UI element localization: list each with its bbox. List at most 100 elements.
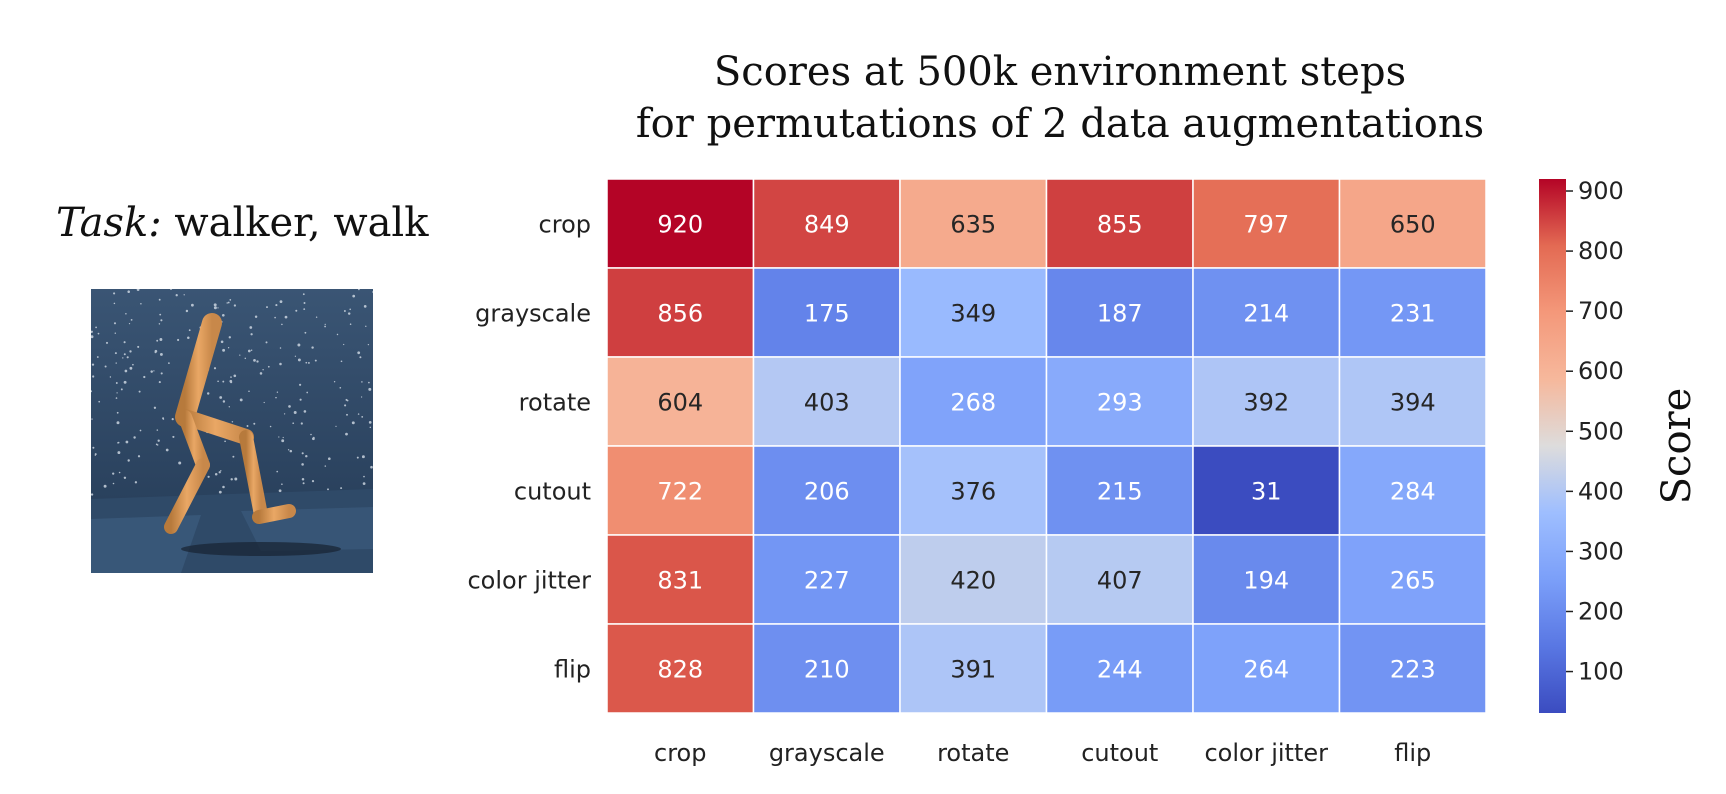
star-dot bbox=[104, 365, 107, 368]
star-dot bbox=[367, 343, 370, 346]
cell-value-label: 849 bbox=[804, 211, 850, 239]
star-dot bbox=[299, 383, 302, 386]
heatmap-cell bbox=[1192, 534, 1341, 625]
chart-title: Scores at 500k environment steps for per… bbox=[560, 46, 1560, 150]
star-dot bbox=[91, 418, 93, 420]
star-dot bbox=[253, 422, 256, 425]
star-dot bbox=[123, 353, 126, 356]
star-dot bbox=[222, 348, 226, 352]
colorbar-tick-label: 900 bbox=[1578, 177, 1624, 205]
star-dot bbox=[157, 439, 160, 442]
cell-value-label: 264 bbox=[1243, 656, 1289, 684]
row-tick-label: grayscale bbox=[475, 300, 591, 328]
star-dot bbox=[282, 436, 284, 439]
star-dot bbox=[125, 312, 127, 315]
star-dot bbox=[274, 316, 276, 319]
cell-value-label: 920 bbox=[657, 211, 703, 239]
star-dot bbox=[281, 483, 283, 485]
heatmap-cell bbox=[899, 623, 1048, 714]
heatmap-cell bbox=[606, 178, 755, 269]
star-dot bbox=[187, 336, 190, 339]
row-tick-label: flip bbox=[554, 656, 591, 684]
star-dot bbox=[168, 362, 170, 364]
star-dot bbox=[158, 323, 161, 325]
star-dot bbox=[254, 315, 258, 318]
star-dot bbox=[91, 330, 93, 333]
star-dot bbox=[220, 340, 224, 344]
star-dot bbox=[91, 493, 94, 496]
star-dot bbox=[347, 312, 351, 315]
star-dot bbox=[91, 335, 94, 339]
cell-value-label: 194 bbox=[1243, 567, 1289, 595]
star-dot bbox=[356, 456, 359, 459]
star-dot bbox=[301, 452, 304, 455]
star-dot bbox=[116, 421, 120, 425]
star-dot bbox=[288, 405, 291, 408]
star-dot bbox=[175, 294, 178, 297]
star-dot bbox=[336, 333, 339, 336]
star-dot bbox=[134, 481, 138, 484]
cell-value-label: 265 bbox=[1390, 567, 1436, 595]
cell-value-label: 391 bbox=[950, 656, 996, 684]
star-dot bbox=[327, 457, 331, 461]
star-dot bbox=[112, 472, 115, 475]
colorbar-tick-label: 800 bbox=[1578, 237, 1624, 265]
star-dot bbox=[112, 482, 115, 485]
star-dot bbox=[302, 482, 305, 485]
star-dot bbox=[303, 410, 307, 413]
star-dot bbox=[221, 313, 225, 317]
star-dot bbox=[228, 336, 231, 339]
heatmap-cell bbox=[899, 534, 1048, 625]
star-dot bbox=[116, 392, 118, 394]
cell-value-label: 206 bbox=[804, 478, 850, 506]
task-value: walker, walk bbox=[161, 200, 429, 246]
star-dot bbox=[361, 416, 364, 418]
star-dot bbox=[213, 306, 217, 310]
star-dot bbox=[159, 338, 163, 341]
star-dot bbox=[346, 413, 348, 416]
star-dot bbox=[138, 390, 141, 393]
star-dot bbox=[127, 290, 130, 293]
star-dot bbox=[239, 354, 241, 356]
star-dot bbox=[113, 322, 117, 325]
star-dot bbox=[217, 380, 219, 383]
star-dot bbox=[218, 490, 222, 494]
star-dot bbox=[262, 369, 264, 371]
star-dot bbox=[94, 454, 96, 456]
star-dot bbox=[114, 332, 117, 334]
star-dot bbox=[335, 425, 337, 428]
star-dot bbox=[159, 352, 163, 356]
column-tick-labels: crop grayscale rotate cutout color jitter fli… bbox=[654, 739, 1431, 767]
column-tick-label: cutout bbox=[1081, 739, 1158, 767]
star-dot bbox=[276, 470, 279, 473]
star-dot bbox=[171, 418, 174, 421]
cell-value-label: 376 bbox=[950, 478, 996, 506]
star-dot bbox=[185, 309, 189, 313]
star-dot bbox=[155, 443, 158, 446]
star-dot bbox=[132, 363, 134, 366]
star-dot bbox=[220, 470, 222, 472]
star-dot bbox=[143, 375, 146, 379]
star-dot bbox=[118, 471, 121, 474]
star-dot bbox=[232, 455, 235, 458]
star-dot bbox=[340, 487, 343, 490]
star-dot bbox=[128, 323, 131, 325]
star-dot bbox=[153, 406, 157, 409]
cell-value-label: 831 bbox=[657, 567, 703, 595]
heatmap-cell bbox=[752, 178, 901, 269]
star-dot bbox=[300, 422, 303, 425]
star-dot bbox=[303, 302, 306, 304]
cell-value-label: 420 bbox=[950, 567, 996, 595]
star-dot bbox=[91, 363, 95, 366]
star-dot bbox=[363, 475, 365, 478]
star-dot bbox=[360, 396, 363, 398]
star-dot bbox=[159, 313, 162, 316]
star-dot bbox=[361, 455, 365, 459]
star-dot bbox=[369, 426, 372, 429]
star-dot bbox=[122, 357, 124, 359]
star-dot bbox=[279, 347, 282, 349]
row-tick-label: rotate bbox=[519, 389, 591, 417]
star-dot bbox=[349, 308, 351, 311]
star-dot bbox=[115, 382, 118, 384]
